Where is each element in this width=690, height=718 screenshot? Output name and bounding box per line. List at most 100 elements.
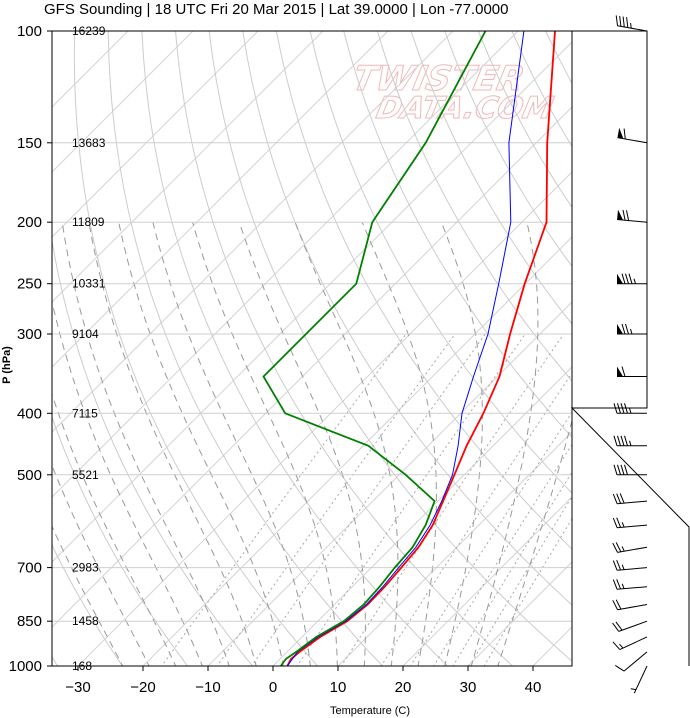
mixing-ratio-line (340, 333, 565, 666)
mixing-ratio-line (380, 372, 572, 666)
isotherm-line (77, 171, 572, 666)
wind-barb-flag (613, 464, 618, 475)
isotherm-line (52, 31, 454, 433)
wind-barb-staff (618, 620, 648, 632)
wind-panel-frame (570, 30, 690, 666)
isotherm-line (52, 31, 324, 303)
isotherm-line (337, 431, 572, 666)
isotherm-line (52, 106, 572, 628)
wind-barb (630, 665, 648, 694)
wind-barb (612, 560, 648, 571)
wind-barb-flag (624, 403, 628, 414)
mixing-ratio-line (250, 333, 486, 666)
y-tick-label: 700 (17, 560, 42, 577)
wind-barb-staff (617, 586, 648, 590)
wind-barb-flag (612, 600, 618, 610)
y-axis-label: P (hPa) (1, 346, 13, 384)
dry-adiabat-line (175, 31, 514, 666)
wind-barb-pennant (617, 127, 624, 139)
wind-barb-flag (621, 323, 626, 335)
x-tick-label: 20 (395, 679, 412, 696)
wind-barb-flag (615, 621, 623, 631)
wind-barb (612, 620, 648, 632)
moist-adiabat-line (294, 222, 399, 666)
wind-barb-staff (617, 500, 648, 505)
height-label: 13683 (72, 136, 106, 150)
dry-adiabat-line (52, 237, 254, 666)
plot-frame (51, 30, 573, 667)
x-tick-label: −30 (65, 679, 90, 696)
wind-barb-flag (621, 273, 626, 284)
mixing-ratio-label: 16 (659, 246, 671, 258)
mixing-ratio-line (433, 443, 572, 666)
x-tick-label: 0 (269, 679, 277, 696)
wind-barb-half-flag (629, 440, 632, 446)
wind-barb-staff (617, 524, 648, 529)
dry-adiabat-line (208, 31, 572, 662)
wind-barb-flag (612, 622, 620, 632)
wind-barb-half-flag (621, 522, 625, 528)
wind-barb-flag (615, 15, 618, 26)
y-tick-label: 500 (17, 467, 42, 484)
wind-barb (612, 493, 648, 505)
dry-adiabat-line (477, 31, 572, 209)
moist-adiabat-line (152, 222, 311, 666)
dry-adiabat-line (52, 415, 189, 666)
isotherm-line (52, 31, 389, 368)
mixing-ratio-label: 8 (604, 246, 610, 258)
wind-barb-flag (612, 517, 618, 528)
wind-barb-staff (617, 567, 648, 571)
wind-barb-half-flag (621, 583, 625, 589)
wind-barb-flag (612, 579, 618, 590)
moist-adiabat-line (361, 222, 437, 666)
moist-adiabat-line (88, 222, 257, 666)
wind-barb-half-flag (621, 564, 625, 570)
wind-barb-half-flag (630, 22, 632, 29)
wind-barb-staff (617, 546, 648, 553)
y-tick-label: 400 (17, 405, 42, 422)
isotherm-line (52, 31, 259, 238)
wind-barb (617, 209, 648, 223)
moist-adiabat-line (440, 222, 483, 666)
mixing-ratio-line (409, 411, 572, 666)
isotherm-line (467, 561, 572, 666)
dry-adiabat-line (309, 31, 572, 494)
mixing-ratio-label: 20 (679, 246, 690, 258)
wind-barb-flag (620, 464, 625, 475)
x-tick-label: 40 (525, 679, 542, 696)
wind-barb-flag (613, 435, 618, 446)
x-tick-label: −20 (130, 679, 155, 696)
wind-barb-flag (612, 493, 618, 504)
wind-barb-flag (615, 599, 622, 610)
wind-barb-half-flag (633, 278, 636, 284)
wind-barb-pennant (617, 209, 624, 221)
moist-adiabat-line (118, 222, 284, 666)
isotherm-line (402, 496, 572, 666)
x-axis-label: Temperature (C) (330, 705, 410, 717)
moist-adiabat-line (52, 299, 203, 666)
wind-barb (617, 127, 648, 144)
y-tick-label: 300 (17, 326, 42, 343)
wind-barb-flag (621, 366, 626, 377)
dry-adiabat-line (613, 31, 690, 680)
wind-barb-half-flag (630, 328, 633, 335)
wind-barb-flag (612, 641, 621, 650)
wind-barb-flag (625, 273, 629, 284)
wind-barb-flag (624, 464, 628, 475)
wind-barb-flag (612, 542, 618, 553)
moist-adiabat-line (497, 418, 572, 666)
wind-barb-flag (626, 17, 629, 28)
dry-adiabat-line (410, 31, 572, 325)
height-label: 7115 (72, 406, 98, 420)
y-tick-label: 250 (17, 276, 42, 293)
height-label: 168 (72, 659, 92, 673)
wind-barb-flag (622, 16, 625, 28)
mixing-ratio-line (483, 517, 572, 666)
height-label: 5521 (72, 468, 99, 482)
watermark-logo: TWISTER DATA.COM (348, 59, 556, 127)
wind-barb (617, 323, 647, 335)
wind-barb-flag (628, 273, 633, 284)
height-label: 11809 (72, 215, 105, 229)
height-label: 16239 (72, 24, 106, 38)
y-tick-label: 100 (17, 23, 42, 40)
